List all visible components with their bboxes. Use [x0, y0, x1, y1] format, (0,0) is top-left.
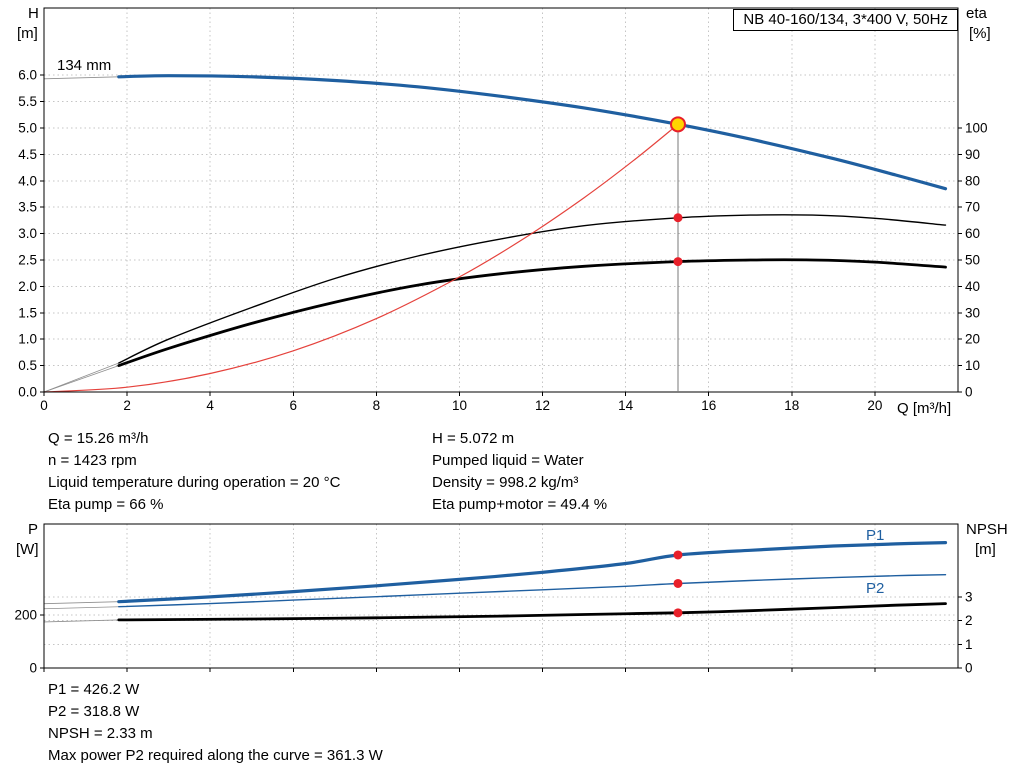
curve-leader-line [43, 619, 119, 623]
system-curve [43, 123, 679, 393]
duty-point-marker [669, 116, 686, 133]
axis-tick-label: 10 [965, 358, 980, 373]
axis-tick-label: 40 [965, 279, 980, 294]
h-axis-unit: [m] [17, 25, 38, 42]
axis-tick-label: 20 [965, 332, 980, 347]
eta-axis-label: eta [966, 5, 987, 22]
q-axis-label: Q [m³/h] [897, 400, 952, 417]
npsh-axis-label: NPSH [966, 521, 1008, 538]
p1-curve [117, 541, 948, 604]
power-results-column: P1 = 426.2 W P2 = 318.8 W NPSH = 2.33 m … [48, 679, 383, 767]
impeller-diameter-label: 134 mm [57, 57, 112, 74]
axis-tick-label: 0 [965, 385, 973, 400]
curve-marker-dot [673, 578, 683, 588]
curve-marker-dot [673, 213, 683, 223]
axis-tick-label: 3 [965, 589, 973, 604]
result-eta-pump-motor: Eta pump+motor = 49.4 % [432, 496, 608, 513]
axis-tick-label: 5.0 [18, 121, 37, 136]
axis-tick-label: 8 [373, 398, 381, 413]
axis-tick-label: 1.0 [18, 332, 37, 347]
result-p1: P1 = 426.2 W [48, 681, 140, 698]
curve-marker-dot [673, 608, 683, 618]
curve-leader-line [43, 601, 119, 605]
axis-tick-label: 100 [965, 120, 988, 135]
axis-tick-label: 2 [965, 613, 973, 628]
axis-tick-label: 2 [123, 398, 131, 413]
axis-tick-label: 0 [29, 661, 37, 676]
axis-tick-label: 2.0 [18, 279, 37, 294]
axis-tick-label: 6.0 [18, 68, 37, 83]
axis-tick-label: 4.0 [18, 173, 37, 188]
axis-tick-label: 70 [965, 200, 980, 215]
h-axis-label: H [28, 5, 39, 22]
eta-pump-motor-curve [117, 258, 947, 367]
axis-tick-label: 1 [965, 637, 973, 652]
result-npsh: NPSH = 2.33 m [48, 725, 153, 742]
result-flow: Q = 15.26 m³/h [48, 430, 149, 447]
axis-tick-label: 1.5 [18, 305, 37, 320]
axis-tick-label: 3.0 [18, 226, 37, 241]
axis-tick-label: 0 [40, 398, 48, 413]
curve-leader-line [43, 76, 119, 80]
axis-tick-label: 20 [867, 398, 882, 413]
curve-leader-line [43, 606, 119, 610]
result-p2: P2 = 318.8 W [48, 703, 140, 720]
result-density: Density = 998.2 kg/m³ [432, 474, 579, 491]
eta-axis-unit: [%] [969, 25, 991, 42]
result-temperature: Liquid temperature during operation = 20… [48, 474, 341, 491]
p1-curve-label: P1 [866, 527, 885, 544]
p-axis-label: P [28, 521, 39, 538]
plot-border [43, 523, 959, 669]
power-npsh-chart: 0 200 0 1 2 3 [14, 523, 973, 676]
curve-leader-line [43, 362, 119, 393]
axis-tick-label: 50 [965, 252, 980, 267]
axis-tick-label: 10 [452, 398, 467, 413]
axis-tick-label: 90 [965, 147, 980, 162]
npsh-axis-unit: [m] [975, 541, 996, 558]
axis-tick-label: 0.5 [18, 358, 37, 373]
eta-pump-curve [118, 214, 947, 364]
pump-title-box: NB 40-160/134, 3*400 V, 50Hz [733, 9, 958, 31]
result-head: H = 5.072 m [432, 430, 515, 447]
p-axis-unit: [W] [16, 541, 39, 558]
curve-leader-line [43, 365, 119, 393]
curve-marker-dot [673, 257, 683, 267]
axis-tick-label: 12 [535, 398, 550, 413]
results-left-column: Q = 15.26 m³/h n = 1423 rpm Liquid tempe… [48, 428, 340, 516]
axis-tick-label: 30 [965, 305, 980, 320]
result-eta-pump: Eta pump = 66 % [48, 496, 164, 513]
result-liquid: Pumped liquid = Water [432, 452, 584, 469]
axis-tick-label: 14 [618, 398, 634, 413]
axis-tick-label: 4.5 [18, 147, 37, 162]
axis-tick-label: 60 [965, 226, 980, 241]
axis-tick-label: 0 [965, 661, 973, 676]
curve-marker-dot [673, 550, 683, 560]
axis-tick-label: 80 [965, 173, 980, 188]
axis-tick-label: 0.0 [18, 385, 37, 400]
p2-curve-label: P2 [866, 580, 885, 597]
result-speed: n = 1423 rpm [48, 452, 137, 469]
result-max-p2: Max power P2 required along the curve = … [48, 747, 383, 764]
pump-performance-chart: 0 2 4 6 8 10 12 14 16 18 20 0.0 0.5 1.0 1.5 2.0 2.5 3.0 3.… [18, 7, 988, 413]
axis-tick-label: 2.5 [18, 253, 37, 268]
p2-curve [118, 574, 947, 608]
axis-tick-label: 3.5 [18, 200, 37, 215]
npsh-curve [117, 602, 947, 622]
head-curve [117, 74, 948, 191]
axis-tick-label: 5.5 [18, 94, 37, 109]
axis-tick-label: 16 [701, 398, 716, 413]
axis-tick-label: 6 [290, 398, 298, 413]
plot-border [43, 7, 959, 393]
axis-tick-label: 4 [206, 398, 214, 413]
results-right-column: H = 5.072 m Pumped liquid = Water Densit… [432, 428, 607, 516]
axis-tick-label: 18 [784, 398, 799, 413]
axis-tick-label: 200 [14, 607, 37, 622]
